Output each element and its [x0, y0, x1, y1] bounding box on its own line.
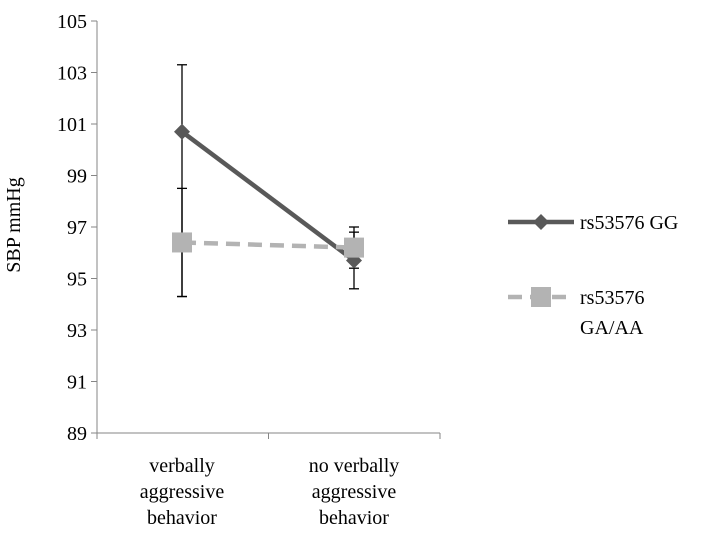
series-line: [180, 129, 356, 263]
series: [172, 123, 364, 269]
legend-marker: [531, 287, 551, 307]
category-labels: verbally aggressive behavior no verbally agg…: [140, 455, 399, 529]
y-ticks: 89 91 93 95 97 99 101 103 105: [57, 11, 97, 445]
series-line: [181, 240, 355, 250]
legend-label: rs53576 GG: [580, 212, 678, 234]
y-tick-label: 95: [67, 269, 87, 291]
error-bars: [177, 64, 359, 298]
data-point: [172, 232, 192, 253]
axes: [96, 21, 441, 439]
data-point: [344, 237, 364, 258]
legend: rs53576 GG rs53576 GA/AA: [508, 212, 678, 339]
y-tick-label: 103: [57, 63, 87, 85]
data-point: [174, 123, 190, 140]
y-tick-label: 91: [67, 372, 87, 394]
y-tick-label: 89: [67, 423, 87, 445]
y-tick-label: 93: [67, 320, 87, 342]
x-category-label: no verbally aggressive behavior: [309, 455, 400, 529]
y-tick-label: 105: [57, 11, 87, 33]
y-tick-label: 99: [67, 166, 87, 188]
x-category-label: verbally aggressive behavior: [140, 455, 225, 529]
legend-label: rs53576 GA/AA: [580, 287, 644, 339]
y-tick-label: 101: [57, 114, 87, 136]
y-axis-title: SBP mmHg: [3, 177, 25, 272]
legend-marker: [533, 214, 549, 230]
y-tick-label: 97: [67, 217, 87, 239]
